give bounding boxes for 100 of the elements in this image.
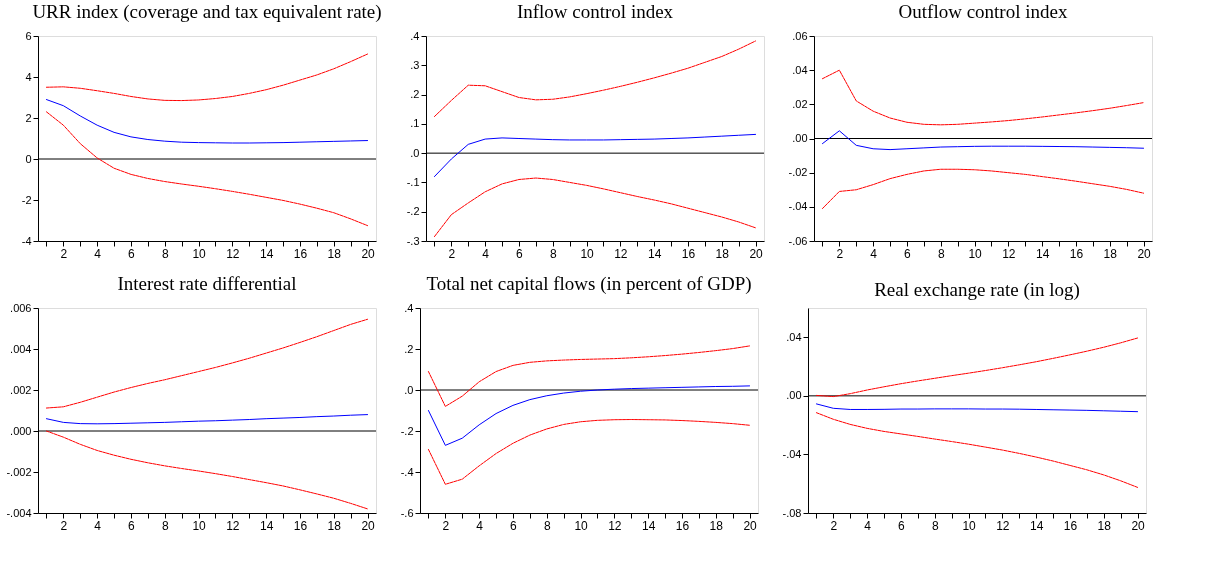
y-tick-label: .006 — [10, 301, 32, 314]
y-tick-label: .1 — [410, 117, 420, 130]
x-tick-label: 8 — [543, 518, 551, 533]
y-tick-label: -.08 — [782, 506, 802, 519]
x-tick-label: 6 — [128, 246, 136, 261]
x-tick-label: 16 — [675, 518, 690, 533]
x-tick-label: 2 — [830, 518, 838, 533]
y-tick-label: -.002 — [6, 465, 32, 478]
x-tick-label: 18 — [327, 518, 342, 533]
y-tick-label: 4 — [25, 70, 32, 83]
x-tick-label: 10 — [192, 518, 207, 533]
x-tick-label: 10 — [580, 246, 595, 261]
x-tick-label: 16 — [293, 246, 308, 261]
x-tick-label: 18 — [715, 246, 730, 261]
chart-title: URR index (coverage and tax equivalent rate) — [32, 1, 382, 23]
x-tick-label: 6 — [510, 518, 518, 533]
x-tick-label: 8 — [549, 246, 557, 261]
y-tick-label: -.6 — [400, 506, 414, 519]
x-tick-label: 8 — [161, 518, 169, 533]
x-tick-label: 4 — [864, 518, 872, 533]
x-tick-label: 4 — [94, 518, 102, 533]
y-tick-label: -.04 — [788, 200, 808, 213]
y-tick-label: -.06 — [788, 234, 808, 247]
y-tick-label: 6 — [25, 29, 32, 42]
x-tick-label: 12 — [614, 246, 628, 261]
x-tick-label: 18 — [1097, 518, 1112, 533]
x-tick-label: 16 — [1069, 246, 1084, 261]
x-tick-label: 20 — [1131, 518, 1146, 533]
x-tick-label: 10 — [968, 246, 983, 261]
x-tick-label: 12 — [608, 518, 622, 533]
x-tick-label: 20 — [1137, 246, 1152, 261]
x-tick-label: 18 — [327, 246, 342, 261]
x-tick-label: 16 — [1063, 518, 1078, 533]
y-tick-label: .004 — [10, 342, 32, 355]
x-tick-label: 4 — [482, 246, 490, 261]
x-tick-label: 2 — [60, 518, 68, 533]
x-tick-label: 6 — [904, 246, 912, 261]
x-tick-label: 10 — [192, 246, 207, 261]
y-tick-label: .3 — [410, 58, 420, 71]
y-tick-label: .0 — [410, 146, 420, 159]
x-tick-label: 14 — [647, 246, 662, 261]
y-tick-label: .000 — [10, 424, 32, 437]
x-tick-label: 6 — [128, 518, 136, 533]
x-tick-label: 2 — [836, 246, 844, 261]
y-tick-label: .00 — [792, 132, 808, 144]
x-tick-label: 8 — [937, 246, 945, 261]
x-tick-label: 10 — [574, 518, 589, 533]
y-tick-label: .4 — [404, 301, 414, 314]
x-tick-label: 12 — [226, 518, 240, 533]
y-tick-label: -.1 — [406, 175, 420, 188]
y-tick-label: .2 — [404, 342, 414, 355]
x-tick-label: 14 — [1035, 246, 1050, 261]
chart-title: Total net capital flows (in percent of GDP) — [426, 273, 752, 295]
y-tick-label: -.2 — [400, 424, 414, 437]
x-tick-label: 16 — [293, 518, 308, 533]
x-tick-label: 20 — [743, 518, 758, 533]
y-tick-label: -.4 — [400, 465, 414, 478]
y-tick-label: .00 — [786, 389, 802, 402]
x-tick-label: 20 — [749, 246, 764, 261]
y-tick-label: .4 — [410, 29, 420, 42]
y-tick-label: -2 — [21, 193, 32, 206]
y-tick-label: -4 — [21, 234, 32, 247]
y-tick-label: .06 — [792, 29, 808, 42]
y-tick-label: .0 — [404, 383, 414, 396]
x-tick-label: 10 — [962, 518, 977, 533]
x-tick-label: 4 — [870, 246, 878, 261]
y-tick-label: -.3 — [406, 234, 420, 247]
y-tick-label: .04 — [792, 63, 808, 76]
chart-title: Outflow control index — [898, 1, 1068, 22]
chart-title: Real exchange rate (in log) — [874, 279, 1080, 301]
x-tick-label: 12 — [226, 246, 240, 261]
x-tick-label: 2 — [448, 246, 456, 261]
y-tick-label: -.004 — [6, 506, 32, 519]
x-tick-label: 4 — [94, 246, 102, 261]
y-tick-label: .2 — [410, 88, 420, 101]
y-tick-label: .002 — [10, 383, 32, 396]
y-tick-label: 2 — [25, 111, 32, 124]
y-tick-label: -.02 — [788, 166, 808, 179]
x-tick-label: 14 — [259, 518, 274, 533]
x-tick-label: 18 — [1103, 246, 1118, 261]
y-tick-label: .04 — [786, 330, 802, 343]
y-tick-label: 0 — [25, 152, 32, 165]
x-tick-label: 4 — [476, 518, 484, 533]
y-tick-label: -.04 — [782, 447, 802, 460]
x-tick-label: 14 — [641, 518, 656, 533]
x-tick-label: 20 — [361, 246, 376, 261]
x-tick-label: 16 — [681, 246, 696, 261]
x-tick-label: 2 — [60, 246, 68, 261]
x-tick-label: 20 — [361, 518, 376, 533]
x-tick-label: 2 — [442, 518, 450, 533]
x-tick-label: 8 — [161, 246, 169, 261]
x-tick-label: 14 — [259, 246, 274, 261]
y-tick-label: .02 — [792, 97, 808, 110]
x-tick-label: 14 — [1029, 518, 1044, 533]
chart-title: Inflow control index — [516, 1, 674, 22]
x-tick-label: 12 — [1002, 246, 1016, 261]
x-tick-label: 6 — [516, 246, 524, 261]
y-tick-label: -.2 — [406, 205, 420, 218]
chart-title: Interest rate differential — [117, 273, 297, 294]
x-tick-label: 6 — [898, 518, 906, 533]
